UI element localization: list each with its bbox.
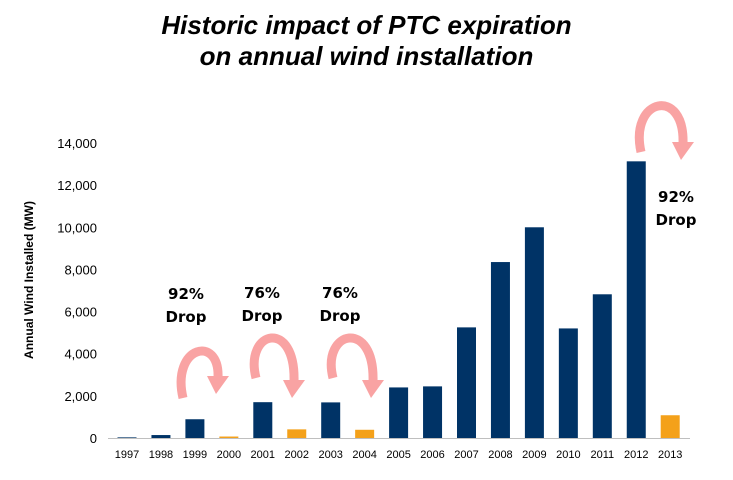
x-tick-label: 2005 bbox=[386, 449, 410, 461]
bars bbox=[117, 161, 680, 438]
x-tick-label: 2000 bbox=[217, 449, 241, 461]
drop-annotation: 76% Drop bbox=[242, 284, 305, 398]
x-tick-label: 2011 bbox=[590, 449, 614, 461]
drop-percent-label: 76% bbox=[244, 284, 280, 302]
bar bbox=[355, 429, 375, 438]
arrowhead-icon bbox=[207, 376, 229, 394]
drop-annotation: 92% Drop bbox=[634, 101, 697, 229]
drop-annotation: 76% Drop bbox=[320, 284, 384, 398]
drop-word-label: Drop bbox=[656, 211, 697, 229]
drop-word-label: Drop bbox=[320, 307, 361, 325]
drop-word-label: Drop bbox=[242, 307, 283, 325]
bar bbox=[287, 429, 307, 438]
bar bbox=[117, 437, 137, 438]
arrowhead-icon bbox=[362, 380, 384, 398]
curved-arrow-icon bbox=[249, 333, 299, 383]
y-tick-label: 8,000 bbox=[64, 262, 97, 277]
arrowhead-icon bbox=[672, 142, 694, 160]
x-tick-label: 1999 bbox=[183, 449, 207, 461]
y-tick-label: 0 bbox=[90, 431, 97, 446]
drop-annotations: 92% Drop 76% Drop 76% Drop 92% Drop bbox=[166, 101, 697, 400]
drop-percent-label: 76% bbox=[322, 284, 358, 302]
chart-title-line2: on annual wind installation bbox=[199, 41, 534, 71]
x-tick-label: 1997 bbox=[115, 449, 139, 461]
drop-percent-label: 92% bbox=[168, 285, 204, 303]
bar bbox=[253, 402, 273, 438]
drop-percent-label: 92% bbox=[658, 188, 694, 206]
y-tick-label: 14,000 bbox=[57, 136, 97, 151]
x-tick-label: 2008 bbox=[488, 449, 512, 461]
x-tick-label: 2010 bbox=[556, 449, 580, 461]
y-tick-label: 2,000 bbox=[64, 389, 97, 404]
y-axis-ticks: 0 2,000 4,000 6,000 8,000 10,000 12,000 14,000 bbox=[57, 136, 97, 446]
curved-arrow-icon bbox=[634, 101, 688, 153]
x-tick-label: 2013 bbox=[658, 449, 682, 461]
y-tick-label: 12,000 bbox=[57, 178, 97, 193]
y-tick-label: 6,000 bbox=[64, 305, 97, 320]
y-tick-label: 4,000 bbox=[64, 347, 97, 362]
chart-title-line1: Historic impact of PTC expiration bbox=[161, 10, 572, 40]
bar bbox=[185, 419, 205, 438]
curved-arrow-icon bbox=[326, 333, 378, 383]
bar bbox=[490, 262, 510, 438]
x-axis-ticks: 1997 1998 1999 2000 2001 2002 2003 2004 2005 2006… bbox=[115, 449, 683, 461]
bar bbox=[389, 387, 409, 438]
bar bbox=[457, 327, 476, 438]
x-tick-label: 2009 bbox=[522, 449, 546, 461]
x-tick-label: 2002 bbox=[285, 449, 309, 461]
drop-word-label: Drop bbox=[166, 308, 207, 326]
bar bbox=[558, 328, 578, 438]
bar bbox=[151, 435, 171, 438]
bar bbox=[660, 415, 680, 438]
x-tick-label: 2004 bbox=[352, 449, 376, 461]
bar bbox=[524, 227, 544, 438]
curved-arrow-icon bbox=[176, 346, 223, 400]
x-tick-label: 1998 bbox=[149, 449, 173, 461]
x-tick-label: 2003 bbox=[318, 449, 342, 461]
x-tick-label: 2006 bbox=[420, 449, 444, 461]
x-tick-label: 2007 bbox=[454, 449, 478, 461]
arrowhead-icon bbox=[283, 380, 305, 398]
x-tick-label: 2012 bbox=[624, 449, 648, 461]
drop-annotation: 92% Drop bbox=[166, 285, 229, 400]
bar bbox=[423, 386, 443, 438]
bar bbox=[626, 161, 646, 438]
y-tick-label: 10,000 bbox=[57, 220, 97, 235]
y-axis-label: Annual Wind Installed (MW) bbox=[22, 201, 36, 359]
bar bbox=[592, 294, 612, 438]
x-tick-label: 2001 bbox=[251, 449, 275, 461]
bar bbox=[219, 436, 239, 438]
bar bbox=[321, 402, 341, 438]
